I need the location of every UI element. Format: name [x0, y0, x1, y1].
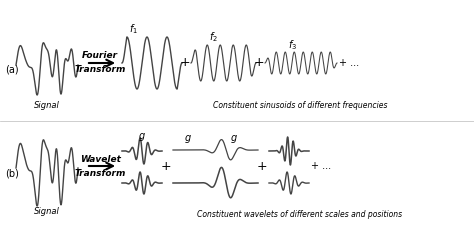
Text: g: g [185, 133, 191, 143]
Text: +: + [257, 159, 267, 173]
Text: $f_1$: $f_1$ [129, 22, 138, 36]
Text: Transform: Transform [74, 66, 126, 75]
Text: +: + [254, 57, 264, 69]
Text: $f_3$: $f_3$ [288, 38, 298, 52]
Text: (b): (b) [5, 168, 19, 178]
Text: g: g [139, 131, 145, 141]
Text: Constituent sinusoids of different frequencies: Constituent sinusoids of different frequ… [213, 101, 387, 110]
Text: Constituent wavelets of different scales and positions: Constituent wavelets of different scales… [198, 209, 402, 218]
Text: + ...: + ... [339, 58, 359, 68]
Text: Signal: Signal [34, 207, 60, 216]
Text: g: g [231, 133, 237, 143]
Text: +: + [161, 159, 171, 173]
Text: Fourier: Fourier [82, 52, 118, 61]
Text: +: + [180, 57, 191, 69]
Text: Wavelet: Wavelet [80, 155, 120, 164]
Text: Signal: Signal [34, 101, 60, 110]
Text: Transform: Transform [74, 168, 126, 177]
Text: $f_2$: $f_2$ [209, 30, 218, 44]
Text: (a): (a) [5, 65, 18, 75]
Text: + ...: + ... [311, 161, 331, 171]
